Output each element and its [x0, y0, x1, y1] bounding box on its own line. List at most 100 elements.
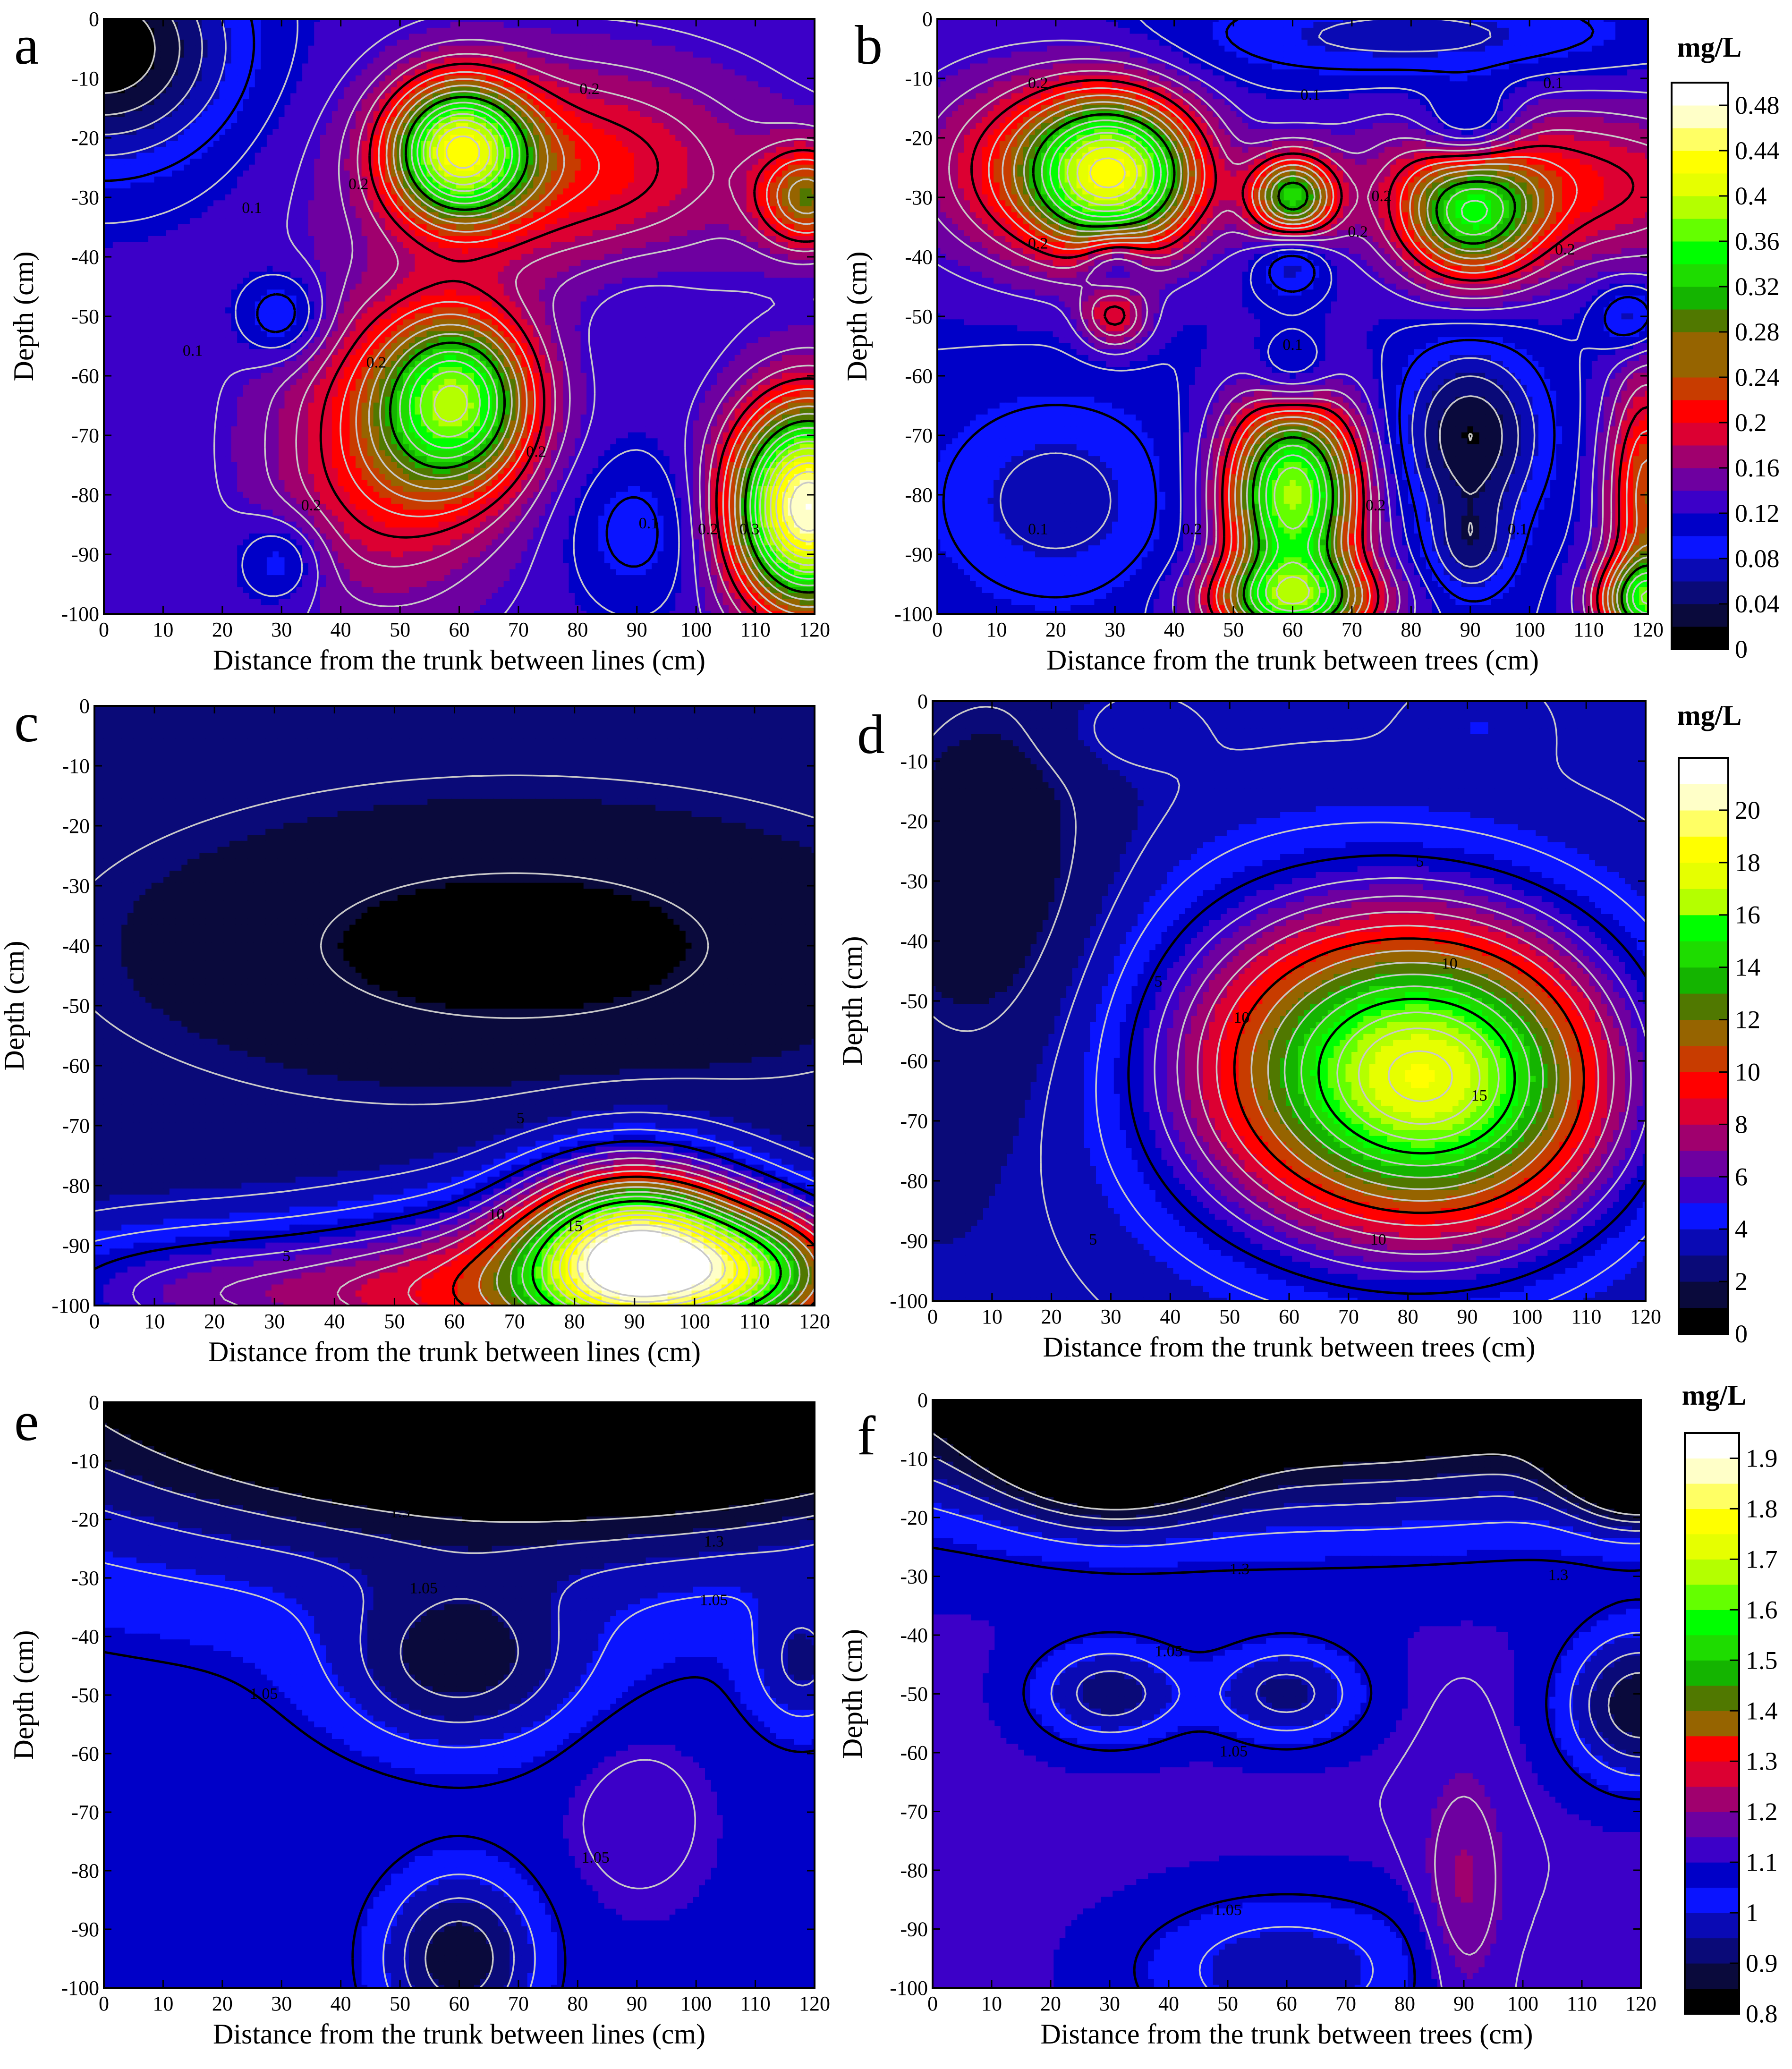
- y-tick-label: -10: [900, 1448, 928, 1471]
- y-axis-label: Depth (cm): [8, 1630, 39, 1760]
- colorbar-swatch: [1679, 784, 1728, 811]
- y-tick-label: -80: [71, 1859, 99, 1882]
- colorbar-swatch: [1685, 1913, 1739, 1938]
- y-tick-label: -50: [71, 1684, 99, 1707]
- x-tick-label: 60: [449, 618, 470, 641]
- contour-label: 15: [567, 1218, 583, 1235]
- colorbar-swatch: [1672, 151, 1728, 174]
- colorbar-tick-label: 1.2: [1746, 1798, 1778, 1826]
- contour-label: 1.3: [704, 1533, 724, 1550]
- x-tick-label: 20: [212, 1992, 233, 2015]
- contour-label: 0.2: [366, 354, 387, 372]
- colorbar-swatch: [1672, 287, 1728, 310]
- x-tick-label: 100: [1514, 618, 1545, 641]
- x-tick-label: 30: [1099, 1992, 1120, 2015]
- colorbar-tick-label: 0.24: [1735, 363, 1780, 391]
- x-tick-label: 80: [1398, 1305, 1418, 1328]
- y-tick-label: -50: [900, 990, 928, 1013]
- x-tick-label: 110: [740, 1992, 770, 2015]
- x-tick-label: 120: [799, 618, 830, 641]
- x-tick-label: 80: [1401, 618, 1421, 641]
- x-tick-label: 20: [212, 618, 233, 641]
- y-tick-label: -20: [905, 127, 933, 150]
- y-tick-label: -60: [905, 365, 933, 388]
- panel-letter: f: [857, 1405, 876, 1467]
- x-tick-label: 120: [1632, 618, 1664, 641]
- panel-letter: a: [14, 14, 39, 76]
- x-tick-label: 90: [1460, 618, 1481, 641]
- y-tick-label: -40: [900, 1624, 928, 1647]
- contour-label: 10: [1233, 1009, 1249, 1026]
- contour-label: 0.2: [1366, 497, 1386, 514]
- x-tick-label: 80: [567, 1992, 588, 2015]
- x-tick-label: 20: [204, 1310, 225, 1333]
- contour-label: 1.05: [1220, 1743, 1248, 1760]
- panel-e: 1.551.31.31.051.051.051.050 10 20 30 40 50 60 7…: [8, 1391, 830, 2050]
- y-tick-label: -20: [900, 1506, 928, 1529]
- x-axis-label: Distance from the trunk between trees (c…: [1041, 2018, 1533, 2050]
- contour-label: 1.3: [1548, 1566, 1569, 1584]
- y-tick-label: -20: [900, 810, 928, 833]
- x-tick-label: 40: [1158, 1992, 1179, 2015]
- colorbar-tick-label: 18: [1735, 848, 1760, 877]
- colorbar-tick-label: 1.1: [1746, 1848, 1778, 1876]
- x-tick-label: 60: [1282, 618, 1303, 641]
- y-tick-label: -30: [900, 1565, 928, 1588]
- x-tick-label: 120: [799, 1310, 830, 1333]
- colorbar-swatch: [1672, 581, 1728, 604]
- colorbar-swatch: [1672, 105, 1728, 128]
- x-tick-label: 30: [271, 618, 292, 641]
- contour-label: 1.3: [390, 1503, 410, 1521]
- y-tick-label: -40: [71, 1625, 99, 1648]
- colorbar-swatch: [1685, 1812, 1739, 1837]
- x-tick-label: 10: [986, 618, 1007, 641]
- x-tick-label: 80: [1394, 1992, 1415, 2015]
- y-tick-label: -80: [71, 483, 99, 507]
- y-tick-label: -70: [905, 424, 933, 447]
- y-tick-label: -80: [900, 1170, 928, 1193]
- colorbar-swatch: [1685, 1787, 1739, 1812]
- y-axis-label: Depth (cm): [0, 941, 30, 1071]
- x-tick-label: 40: [324, 1310, 345, 1333]
- y-tick-label: -90: [900, 1918, 928, 1941]
- colorbar-swatch: [1672, 355, 1728, 378]
- x-tick-label: 40: [1164, 618, 1185, 641]
- x-tick-label: 0: [932, 618, 943, 641]
- colorbar-swatch: [1672, 445, 1728, 468]
- y-tick-label: -60: [900, 1741, 928, 1764]
- colorbar-swatch: [1672, 196, 1728, 219]
- colorbar-swatch: [1672, 423, 1728, 446]
- panel-letter: b: [855, 14, 883, 76]
- x-axis-label: Distance from the trunk between lines (c…: [213, 2018, 705, 2050]
- contour-label: 10: [1442, 955, 1458, 973]
- y-tick-label: -80: [905, 483, 933, 507]
- y-tick-label: -50: [900, 1683, 928, 1706]
- colorbar-swatch: [1685, 1458, 1739, 1484]
- y-tick-label: -10: [71, 1450, 99, 1473]
- colorbar-swatch: [1685, 1761, 1739, 1787]
- y-tick-label: -40: [905, 246, 933, 269]
- colorbar-swatch: [1672, 241, 1728, 264]
- colorbar-tick-label: 14: [1735, 953, 1760, 982]
- contour-label: 0.1: [1300, 86, 1321, 104]
- colorbar-tick-label: 0: [1735, 1320, 1748, 1348]
- x-tick-label: 10: [982, 1305, 1002, 1328]
- x-tick-label: 90: [627, 618, 647, 641]
- colorbar-swatch: [1685, 1862, 1739, 1888]
- y-tick-label: -20: [71, 1508, 99, 1531]
- colorbar-swatch: [1679, 915, 1728, 941]
- x-tick-label: 90: [1457, 1305, 1478, 1328]
- contour-label: 5: [1089, 1231, 1097, 1248]
- x-tick-label: 50: [1219, 1305, 1240, 1328]
- colorbar-tick-label: 0.08: [1735, 544, 1780, 573]
- colorbar-tick-label: 6: [1735, 1162, 1748, 1191]
- contour-label: 0.2: [1028, 235, 1048, 253]
- x-axis-label: Distance from the trunk between trees (c…: [1043, 1331, 1536, 1363]
- panel-letter: e: [14, 1391, 39, 1452]
- y-tick-label: -20: [71, 127, 99, 150]
- colorbar-tick-label: 0.48: [1735, 91, 1780, 119]
- colorbar-swatch: [1679, 1124, 1728, 1151]
- x-tick-label: 70: [508, 1992, 529, 2015]
